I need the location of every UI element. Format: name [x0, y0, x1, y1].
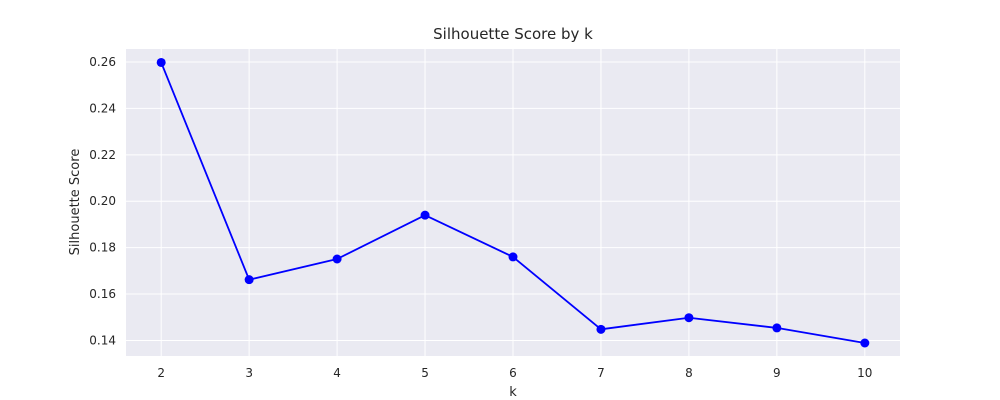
y-tick-label: 0.18 [89, 241, 116, 255]
x-tick-label: 10 [857, 366, 872, 380]
x-tick-label: 3 [245, 366, 253, 380]
data-point [420, 210, 430, 220]
data-point [244, 275, 254, 285]
y-tick-labels: 0.14 0.16 0.18 0.20 0.22 0.24 0.26 [89, 55, 116, 347]
data-point [596, 324, 606, 334]
x-tick-label: 6 [509, 366, 517, 380]
y-tick-label: 0.26 [89, 55, 116, 69]
x-tick-labels: 2 3 4 5 6 7 8 9 10 [157, 366, 872, 380]
x-axis-label: k [509, 385, 517, 400]
x-tick-label: 7 [597, 366, 605, 380]
x-tick-label: 4 [333, 366, 341, 380]
y-tick-label: 0.16 [89, 287, 116, 301]
data-point [156, 57, 166, 67]
data-point [860, 338, 870, 348]
y-tick-label: 0.22 [89, 148, 116, 162]
chart-title: Silhouette Score by k [433, 25, 593, 43]
data-points [156, 57, 870, 348]
y-tick-label: 0.24 [89, 101, 116, 115]
data-point [684, 313, 694, 323]
x-tick-label: 2 [157, 366, 165, 380]
data-point [508, 252, 518, 262]
y-axis-label: Silhouette Score [68, 149, 83, 256]
grid-lines [126, 49, 900, 356]
data-point [772, 323, 782, 333]
x-tick-label: 9 [773, 366, 781, 380]
x-tick-label: 5 [421, 366, 429, 380]
x-tick-label: 8 [685, 366, 693, 380]
y-tick-label: 0.14 [89, 333, 116, 347]
y-tick-label: 0.20 [89, 194, 116, 208]
data-point [332, 254, 342, 264]
